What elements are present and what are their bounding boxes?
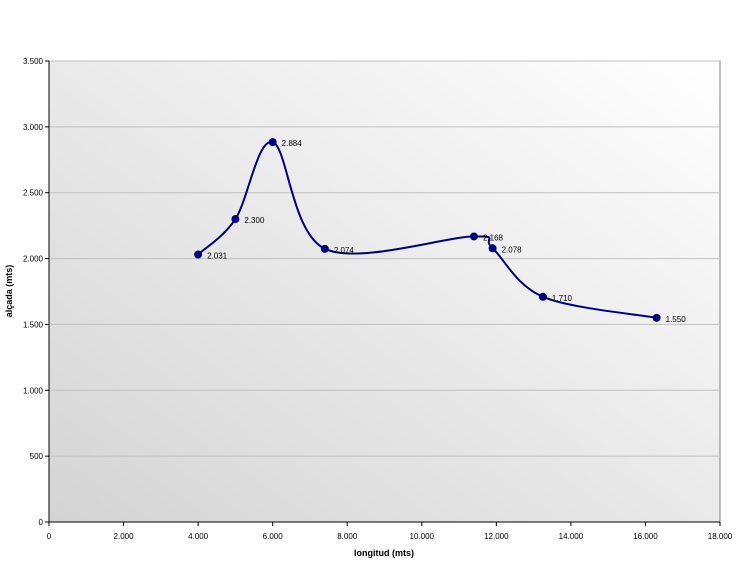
x-tick-label: 18.000 xyxy=(708,532,733,541)
data-point xyxy=(652,313,661,322)
grid-lines xyxy=(49,60,720,457)
x-tick-label: 14.000 xyxy=(559,532,584,541)
plot-area xyxy=(48,60,721,523)
series-0 xyxy=(197,141,657,319)
y-tick-label: 0 xyxy=(39,518,44,527)
y-ticks: 0 500 1.000 1.500 2.000 2.500 3.000 3.500 xyxy=(23,57,49,527)
data-point xyxy=(538,292,547,301)
y-tick-label: 500 xyxy=(30,452,44,461)
data-point xyxy=(268,138,277,147)
data-label: 2.078 xyxy=(502,245,523,254)
y-tick-label: 1.500 xyxy=(23,320,44,329)
x-tick-label: 4.000 xyxy=(188,532,209,541)
x-tick-label: 2.000 xyxy=(114,532,135,541)
data-labels: 2.031 2.300 2.884 2.074 2.168 2.078 1.710 1.550 xyxy=(207,139,686,324)
x-tick-label: 0 xyxy=(47,532,52,541)
x-tick-label: 10.000 xyxy=(410,532,435,541)
data-label: 1.710 xyxy=(552,294,573,303)
x-tick-label: 12.000 xyxy=(484,532,509,541)
y-tick-label: 1.000 xyxy=(23,386,44,395)
x-ticks: 0 2.000 4.000 6.000 8.000 10.000 12.000 14.000 1… xyxy=(47,522,733,541)
x-tick-label: 16.000 xyxy=(633,532,658,541)
x-tick-label: 6.000 xyxy=(263,532,284,541)
data-point xyxy=(231,215,240,224)
y-tick-label: 3.500 xyxy=(23,57,44,66)
x-axis-title: longitud (mts) xyxy=(354,548,414,558)
data-point xyxy=(320,244,329,253)
y-tick-label: 3.000 xyxy=(23,123,44,132)
axes xyxy=(48,61,720,523)
series-line xyxy=(197,141,657,319)
data-label: 2.168 xyxy=(483,233,504,242)
data-label: 2.074 xyxy=(334,246,355,255)
y-axis-title: alçada (mts) xyxy=(4,265,14,318)
x-tick-label: 8.000 xyxy=(337,532,358,541)
y-tick-label: 2.000 xyxy=(23,255,44,264)
data-point xyxy=(469,232,478,241)
data-label: 2.300 xyxy=(244,216,265,225)
y-tick-label: 2.500 xyxy=(23,189,44,198)
data-label: 2.031 xyxy=(207,251,228,260)
data-point xyxy=(488,244,497,253)
data-label: 1.550 xyxy=(666,315,687,324)
markers xyxy=(194,138,661,322)
data-label: 2.884 xyxy=(282,139,303,148)
data-point xyxy=(194,250,203,259)
